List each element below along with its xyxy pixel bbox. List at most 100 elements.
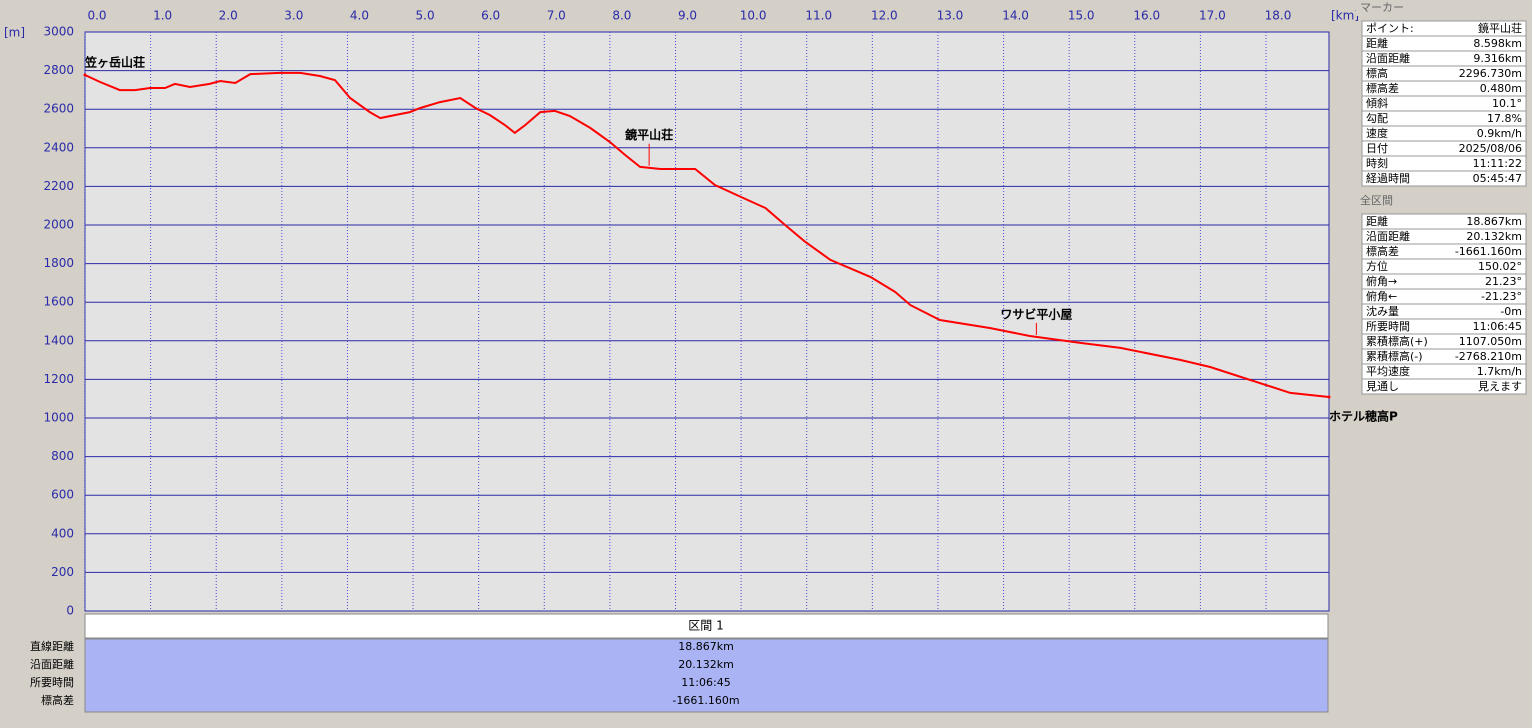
annotation-label: 笠ヶ岳山荘 [84, 55, 145, 70]
panel-label: 勾配 [1366, 112, 1388, 125]
panel-label: 標高 [1366, 66, 1388, 80]
summary-value: -1661.160m [672, 694, 739, 707]
panel-label: 日付 [1366, 142, 1388, 155]
x-unit: [km] [1331, 9, 1359, 23]
x-tick-label: 8.0 [612, 9, 631, 23]
summary-box [84, 638, 1329, 713]
y-tick-label: 400 [51, 526, 74, 540]
y-tick-label: 600 [51, 488, 74, 502]
panel-label: 方位 [1366, 259, 1388, 273]
x-tick-label: 6.0 [481, 9, 500, 23]
x-tick-label: 14.0 [1002, 9, 1029, 23]
annotation-label: ワサビ平小屋 [1000, 306, 1072, 321]
y-tick-label: 200 [51, 565, 74, 579]
panel-value: 18.867km [1466, 215, 1522, 228]
panel-value: 1107.050m [1459, 335, 1522, 348]
panel-row [1361, 170, 1527, 187]
x-tick-label: 16.0 [1133, 9, 1160, 23]
panel-value: 見えます [1478, 380, 1522, 393]
panel-label: 平均速度 [1366, 364, 1410, 378]
panel-value: 鏡平山荘 [1478, 21, 1522, 35]
y-tick-label: 1200 [43, 372, 74, 386]
elevation-line [84, 71, 1330, 398]
panel-label: 所要時間 [1366, 320, 1410, 333]
annotation-point [83, 73, 87, 77]
summary-value: 20.132km [678, 658, 734, 671]
panel-label: 見通し [1366, 380, 1399, 393]
annotation-point [1327, 395, 1331, 399]
summary-header: 区間 1 [688, 619, 723, 633]
x-tick-label: 11.0 [805, 9, 832, 23]
panel-value: 11:11:22 [1473, 157, 1522, 170]
x-tick-label: 10.0 [740, 9, 767, 23]
panel-value: 1.7km/h [1477, 365, 1522, 378]
summary-label: 沿面距離 [30, 657, 74, 671]
panel-value: 0.480m [1480, 82, 1522, 95]
panel-label: 傾斜 [1366, 96, 1388, 110]
panel-value: 05:45:47 [1473, 172, 1522, 185]
x-tick-label: 18.0 [1265, 9, 1292, 23]
panel-row [1361, 378, 1527, 395]
y-tick-label: 1400 [43, 333, 74, 347]
x-tick-label: 13.0 [937, 9, 964, 23]
y-tick-label: 1000 [43, 411, 74, 425]
x-tick-label: 3.0 [284, 9, 303, 23]
panel-value: -1661.160m [1455, 245, 1522, 258]
x-tick-label: 4.0 [350, 9, 369, 23]
y-tick-label: 2200 [43, 179, 74, 193]
summary-value: 11:06:45 [681, 676, 730, 689]
panel-label: 累積標高(+) [1366, 334, 1428, 348]
y-tick-label: 1800 [43, 256, 74, 270]
annotation-label: ホテル穂高P [1329, 408, 1398, 423]
y-unit: [m] [4, 26, 25, 40]
x-tick-label: 0.0 [87, 9, 106, 23]
y-tick-label: 2600 [43, 102, 74, 116]
panel-label: 経過時間 [1366, 172, 1410, 185]
section-header [1356, 194, 1530, 210]
x-tick-label: 7.0 [547, 9, 566, 23]
y-tick-label: 2800 [43, 63, 74, 77]
panel-label: ポイント: [1366, 22, 1414, 35]
y-tick-label: 2400 [43, 140, 74, 154]
x-tick-label: 5.0 [416, 9, 435, 23]
panel-value: 20.132km [1466, 230, 1522, 243]
panel-label: 速度 [1366, 126, 1388, 140]
panel-value: 21.23° [1485, 275, 1522, 288]
marker-header [1356, 0, 1530, 16]
x-tick-label: 1.0 [153, 9, 172, 23]
y-tick-label: 800 [51, 449, 74, 463]
panel-value: 2025/08/06 [1459, 142, 1522, 155]
x-tick-label: 9.0 [678, 9, 697, 23]
panel-label: 標高差 [1366, 81, 1399, 95]
summary-label: 所要時間 [30, 676, 74, 689]
panel-value: -2768.210m [1455, 350, 1522, 363]
annotation-label: 鏡平山荘 [624, 127, 673, 142]
panel-label: 俯角← [1366, 289, 1397, 303]
panel-value: 150.02° [1478, 260, 1522, 273]
panel-value: 0.9km/h [1477, 127, 1522, 140]
panel-label: 沿面距離 [1366, 229, 1410, 243]
section-title: 全区間 [1360, 193, 1393, 207]
y-tick-label: 2000 [43, 218, 74, 232]
panel-value: 10.1° [1492, 97, 1522, 110]
panel-value: -21.23° [1481, 290, 1522, 303]
panel-value: 17.8% [1487, 112, 1522, 125]
panel-label: 時刻 [1366, 156, 1388, 170]
panel-value: -0m [1500, 305, 1522, 318]
x-tick-label: 17.0 [1199, 9, 1226, 23]
plot-area [84, 31, 1330, 612]
panel-label: 沈み量 [1366, 304, 1399, 318]
panel-value: 8.598km [1473, 37, 1522, 50]
panel-label: 累積標高(-) [1366, 349, 1423, 363]
y-tick-label: 3000 [43, 25, 74, 39]
x-tick-label: 12.0 [871, 9, 898, 23]
panel-label: 距離 [1366, 214, 1388, 228]
panel-label: 俯角→ [1366, 274, 1397, 288]
y-tick-label: 0 [66, 604, 74, 618]
panel-value: 9.316km [1473, 52, 1522, 65]
x-tick-label: 15.0 [1068, 9, 1095, 23]
summary-label: 直線距離 [30, 639, 74, 653]
y-tick-label: 1600 [43, 295, 74, 309]
panel-label: 沿面距離 [1366, 51, 1410, 65]
